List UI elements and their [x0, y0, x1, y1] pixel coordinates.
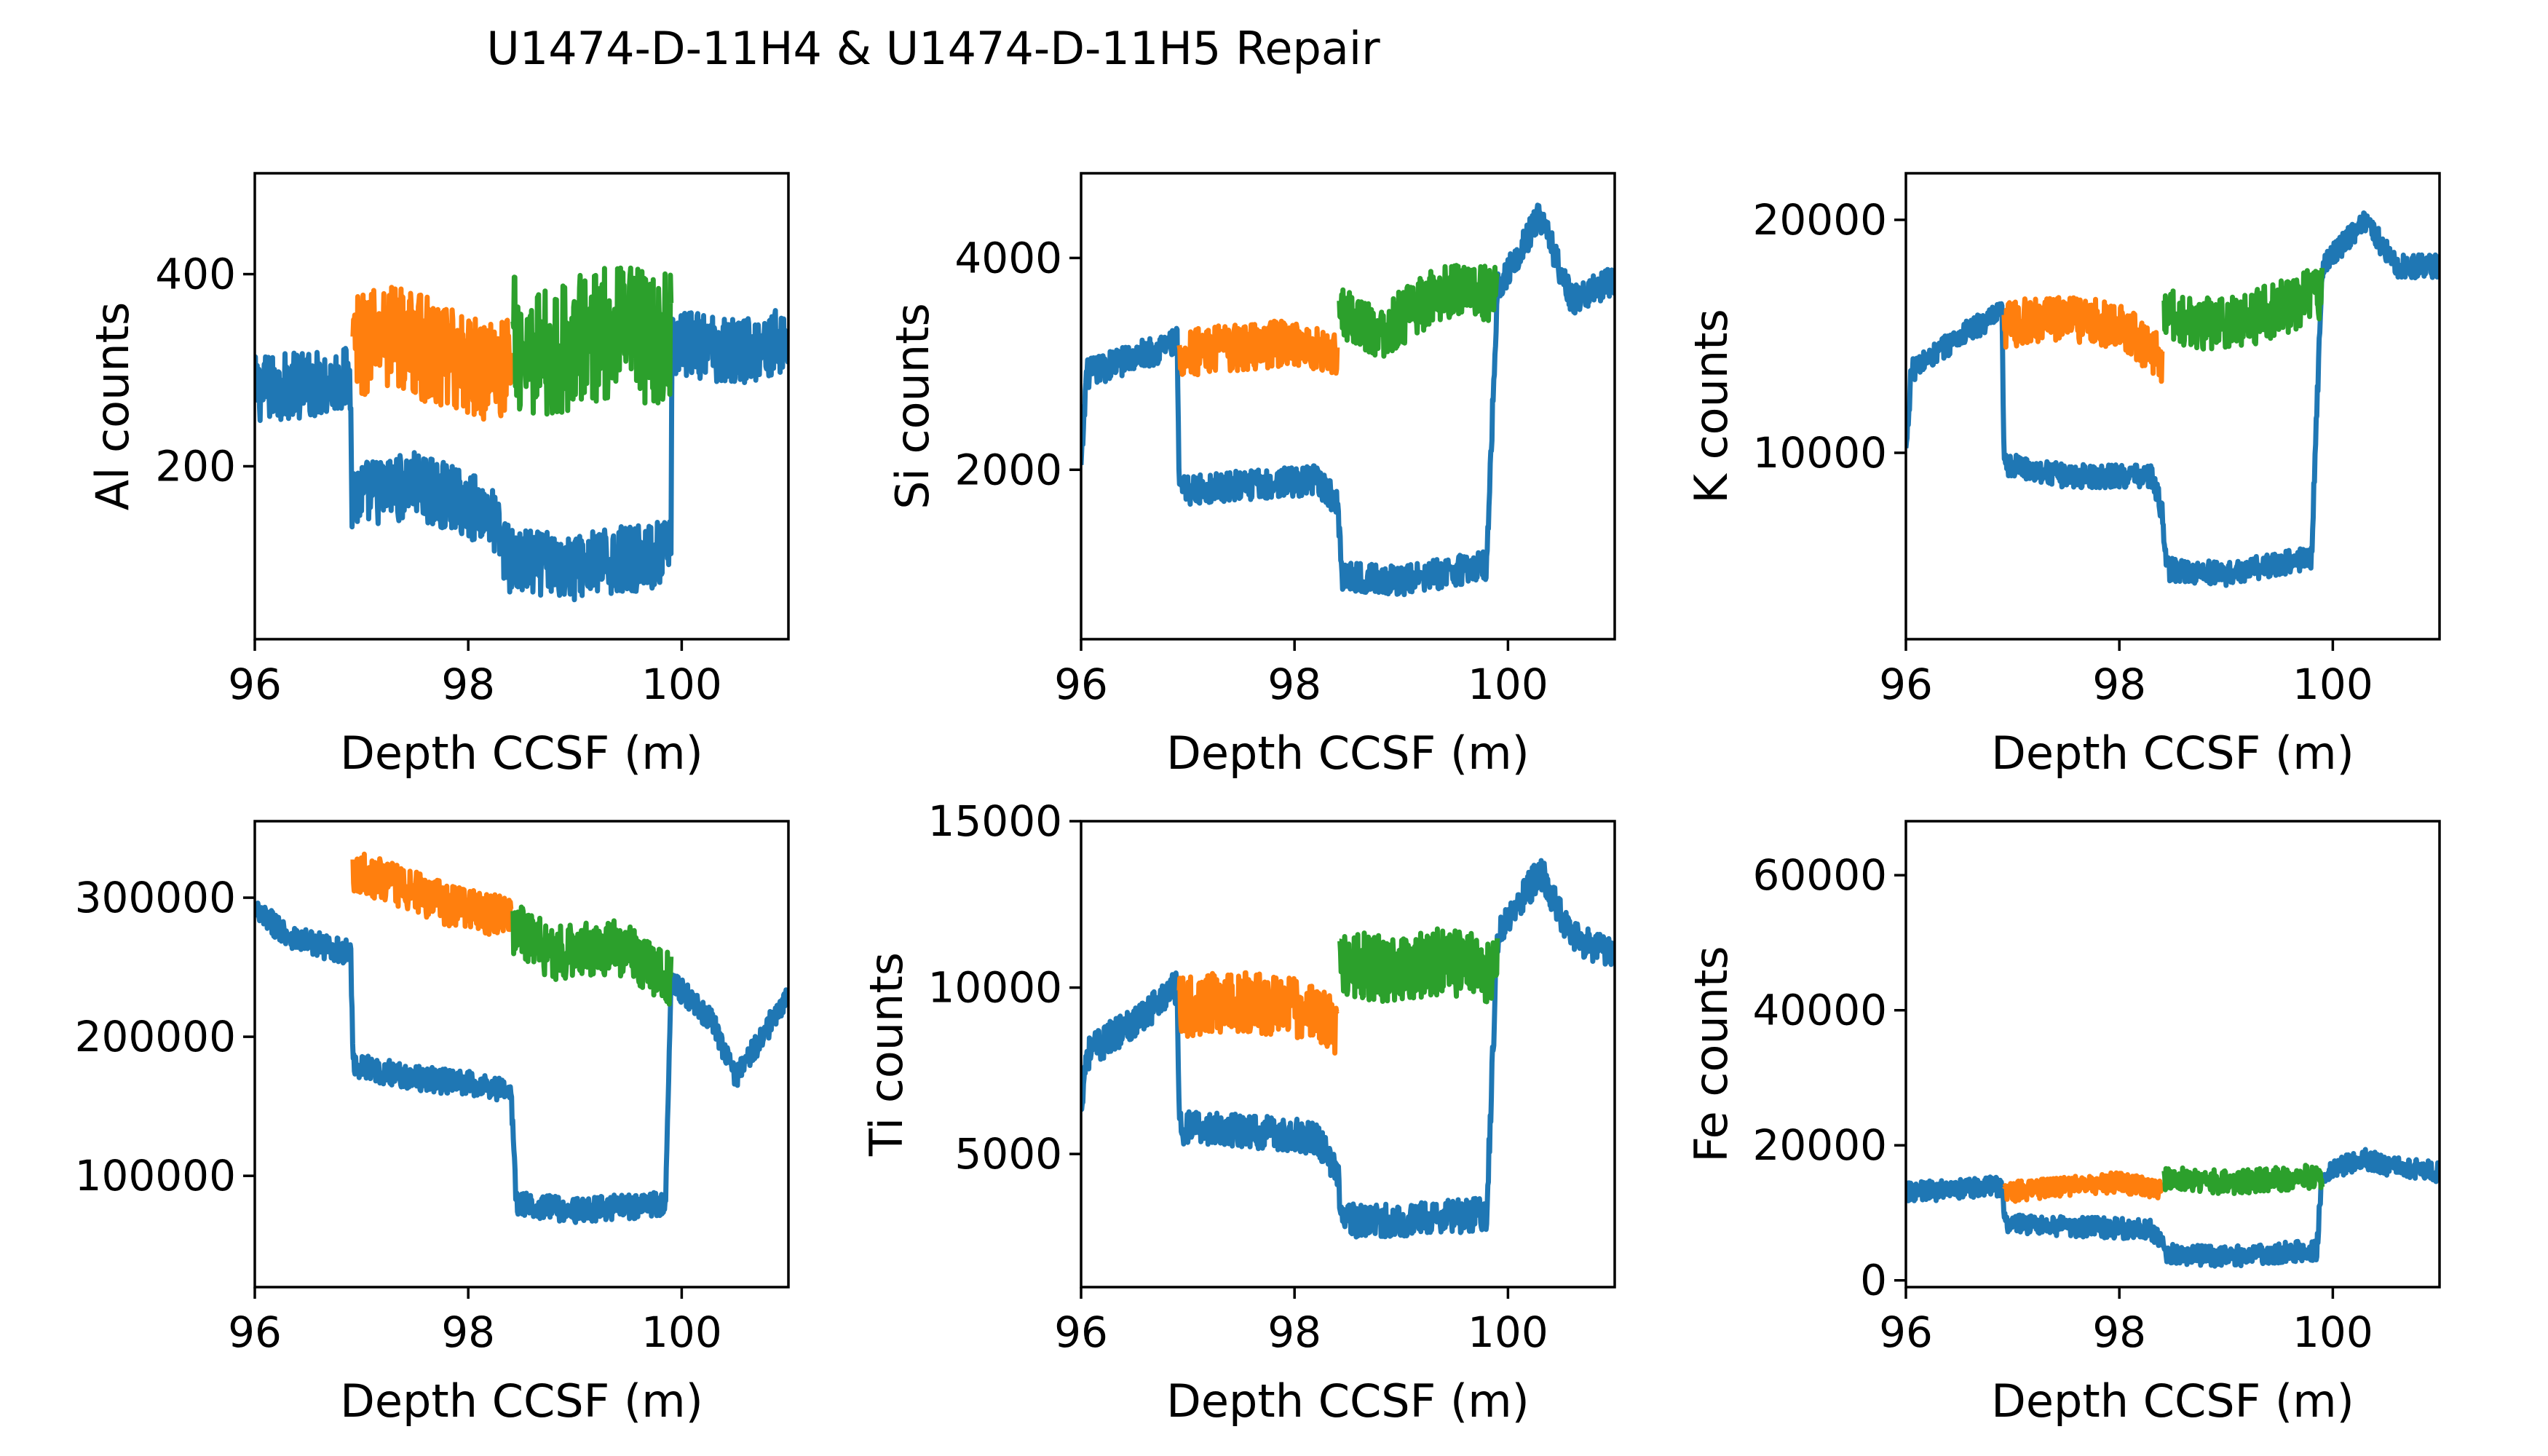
series-line-base	[255, 308, 788, 603]
x-axis-label: Depth CCSF (m)	[1166, 727, 1530, 780]
axes-frame	[1904, 172, 2441, 641]
y-tick-label: 4000	[954, 233, 1062, 282]
y-tick-label: 0	[1860, 1256, 1887, 1305]
series-line-base	[1906, 1147, 2440, 1269]
series-line-repair_h4	[2001, 295, 2165, 384]
x-tick-label: 98	[2092, 1307, 2146, 1357]
y-tick-label: 200	[155, 441, 236, 491]
series-line-repair_h4	[350, 851, 514, 937]
series-line-repair_h5	[1337, 926, 1500, 1005]
y-tick-label: 60000	[1752, 850, 1887, 900]
x-tick-label: 100	[641, 660, 722, 709]
plot-area	[1906, 210, 2440, 588]
y-tick-label: 20000	[1752, 1120, 1887, 1170]
subplot-grid: 96 98 100 200 400 Depth CCSF (m) Al counts 96 98…	[75, 172, 2441, 1428]
series-line-repair_h4	[350, 285, 514, 422]
series-line-base	[255, 901, 788, 1225]
axes-frame	[253, 820, 790, 1289]
x-tick-label: 96	[1054, 1307, 1108, 1357]
y-tick-label: 10000	[1752, 428, 1887, 478]
y-tick-label: 100000	[75, 1151, 236, 1200]
x-axis-label: Depth CCSF (m)	[1991, 727, 2354, 780]
y-tick-label: 10000	[927, 963, 1062, 1013]
plot-area	[255, 265, 788, 603]
axes-frame	[253, 172, 790, 641]
y-axis-label: Si counts	[886, 303, 939, 510]
series-line-repair_h4	[1176, 318, 1340, 378]
y-axis-label: Fe counts	[1685, 946, 1738, 1162]
series-line-base	[1081, 202, 1615, 598]
x-axis-label: Depth CCSF (m)	[340, 727, 703, 780]
series-line-repair_h4	[2002, 1170, 2165, 1204]
x-tick-label: 96	[1879, 660, 1933, 709]
x-tick-label: 100	[641, 1307, 722, 1357]
axes-frame	[1904, 820, 2441, 1289]
series-line-base	[1081, 858, 1615, 1240]
plot-area	[1081, 202, 1615, 598]
series-line-repair_h5	[510, 904, 674, 1007]
subplot-4: 96 98 100 100000 200000 300000 Depth CCSF (m)	[75, 820, 790, 1428]
y-tick-label: 5000	[954, 1129, 1062, 1179]
x-tick-label: 98	[2092, 660, 2146, 709]
plot-area	[1906, 1147, 2440, 1269]
y-tick-label: 20000	[1752, 195, 1887, 245]
subplot-6: 96 98 100 0 20000 40000 60000 Depth CCSF (m) Fe …	[1685, 820, 2441, 1428]
y-tick-label: 300000	[75, 873, 236, 922]
series-line-repair_h5	[510, 265, 674, 417]
subplot-3: 96 98 100 10000 20000 Depth CCSF (m) K counts	[1685, 172, 2441, 780]
series-line-repair_h4	[1176, 970, 1340, 1056]
figure-title: U1474-D-11H4 & U1474-D-11H5 Repair	[486, 22, 1380, 75]
x-axis-label: Depth CCSF (m)	[1991, 1374, 2354, 1428]
series-line-repair_h5	[2161, 1163, 2325, 1196]
y-tick-label: 15000	[927, 796, 1062, 846]
y-axis-label: Ti counts	[860, 952, 913, 1157]
y-axis-label: K counts	[1685, 309, 1738, 504]
x-tick-label: 98	[441, 660, 495, 709]
plot-area	[1081, 858, 1615, 1240]
axes-frame	[1080, 820, 1616, 1289]
plot-area	[255, 851, 788, 1225]
y-axis-label: Al counts	[86, 302, 139, 511]
x-tick-label: 96	[228, 660, 282, 709]
series-line-base	[1906, 210, 2440, 588]
axes-frame	[1080, 172, 1616, 641]
y-tick-label: 40000	[1752, 986, 1887, 1035]
y-tick-label: 2000	[954, 445, 1062, 494]
x-tick-label: 96	[228, 1307, 282, 1357]
x-tick-label: 100	[2292, 1307, 2373, 1357]
x-tick-label: 96	[1879, 1307, 1933, 1357]
series-line-repair_h5	[2161, 267, 2325, 352]
subplot-5: 96 98 100 5000 10000 15000 Depth CCSF (m) Ti co…	[860, 796, 1616, 1428]
x-axis-label: Depth CCSF (m)	[340, 1374, 703, 1428]
x-axis-label: Depth CCSF (m)	[1166, 1374, 1530, 1428]
y-tick-label: 200000	[75, 1012, 236, 1061]
y-tick-label: 400	[155, 250, 236, 299]
x-tick-label: 98	[441, 1307, 495, 1357]
series-line-repair_h5	[1337, 263, 1500, 359]
subplot-2: 96 98 100 2000 4000 Depth CCSF (m) Si counts	[886, 172, 1616, 780]
x-tick-label: 100	[1468, 660, 1548, 709]
subplot-1: 96 98 100 200 400 Depth CCSF (m) Al counts	[86, 172, 790, 780]
x-tick-label: 100	[2292, 660, 2373, 709]
x-tick-label: 98	[1267, 660, 1321, 709]
x-tick-label: 96	[1054, 660, 1108, 709]
x-tick-label: 100	[1468, 1307, 1548, 1357]
x-tick-label: 98	[1267, 1307, 1321, 1357]
